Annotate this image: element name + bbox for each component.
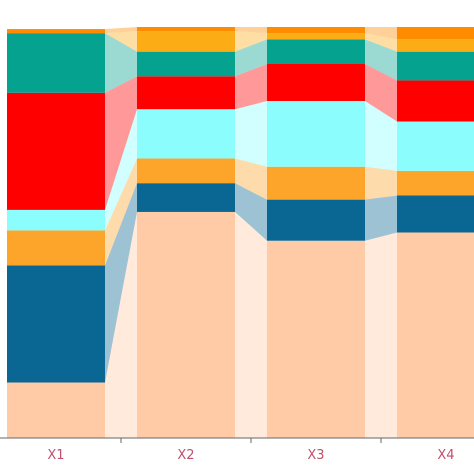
ribbon-4-X1-X2	[105, 109, 137, 231]
ribbon-2-X3-X4	[365, 195, 397, 241]
bar-X3-series-4[interactable]	[267, 100, 365, 167]
bar-X2-series-8[interactable]	[137, 27, 235, 32]
bar-X2-series-6[interactable]	[137, 51, 235, 77]
bar-X3-series-8[interactable]	[267, 27, 365, 34]
bar-X2-series-5[interactable]	[137, 76, 235, 110]
bar-X4-series-6[interactable]	[397, 51, 474, 81]
bar-X2-series-3[interactable]	[137, 158, 235, 184]
bar-X4-series-2[interactable]	[397, 195, 474, 233]
bar-X3-series-3[interactable]	[267, 166, 365, 200]
bar-X4-series-3[interactable]	[397, 170, 474, 196]
bar-X3-series-5[interactable]	[267, 63, 365, 101]
ribbon-3-X2-X3	[235, 158, 267, 200]
bar-layer	[7, 27, 474, 438]
x-tick-label-X1: X1	[47, 448, 64, 463]
ribbon-6-X2-X3	[235, 39, 267, 77]
ribbon-5-X3-X4	[365, 63, 397, 122]
ribbon-4-X2-X3	[235, 100, 267, 167]
bar-X3-series-7[interactable]	[267, 33, 365, 40]
ribbon-7-X1-X2	[105, 31, 137, 52]
bar-X1-series-3[interactable]	[7, 230, 105, 266]
bar-X2-series-4[interactable]	[137, 109, 235, 159]
bar-X4-series-8[interactable]	[397, 27, 474, 40]
x-tick-label-X4: X4	[437, 448, 454, 463]
ribbon-3-X1-X2	[105, 158, 137, 266]
bar-X4-series-5[interactable]	[397, 80, 474, 122]
bar-X2-series-7[interactable]	[137, 31, 235, 52]
bar-X3-series-6[interactable]	[267, 39, 365, 64]
ribbon-7-X3-X4	[365, 33, 397, 52]
bar-X1-series-1[interactable]	[7, 382, 105, 438]
ribbon-1-X1-X2	[105, 211, 137, 438]
ribbon-2-X2-X3	[235, 183, 267, 241]
ribbon-layer	[105, 27, 397, 438]
bar-X3-series-1[interactable]	[267, 240, 365, 438]
ribbon-1-X2-X3	[235, 211, 267, 438]
bar-X2-series-2[interactable]	[137, 183, 235, 212]
ribbon-5-X1-X2	[105, 76, 137, 210]
ribbon-8-X2-X3	[235, 27, 267, 34]
ribbon-4-X3-X4	[365, 100, 397, 171]
bar-X3-series-2[interactable]	[267, 199, 365, 241]
bar-X1-series-5[interactable]	[7, 92, 105, 210]
bar-X1-series-6[interactable]	[7, 33, 105, 93]
x-tick-label-X2: X2	[177, 448, 194, 463]
ribbon-7-X2-X3	[235, 31, 267, 52]
bar-X4-series-7[interactable]	[397, 39, 474, 52]
bar-X1-series-8[interactable]	[7, 29, 105, 34]
ribbon-8-X3-X4	[365, 27, 397, 40]
x-axis-ticks: X1 X2 X3 X4	[47, 438, 455, 463]
bar-X4-series-4[interactable]	[397, 121, 474, 171]
bar-X1-series-2[interactable]	[7, 265, 105, 383]
ribbon-8-X1-X2	[105, 27, 137, 34]
ribbon-6-X1-X2	[105, 33, 137, 93]
bar-X1-series-4[interactable]	[7, 209, 105, 231]
ribbon-5-X2-X3	[235, 63, 267, 110]
bar-X4-series-1[interactable]	[397, 232, 474, 439]
ribbon-6-X3-X4	[365, 39, 397, 81]
x-tick-label-X3: X3	[307, 448, 324, 463]
bar-X2-series-1[interactable]	[137, 211, 235, 438]
ribbon-2-X1-X2	[105, 183, 137, 383]
ribbon-1-X3-X4	[365, 232, 397, 438]
ribbon-3-X3-X4	[365, 166, 397, 200]
